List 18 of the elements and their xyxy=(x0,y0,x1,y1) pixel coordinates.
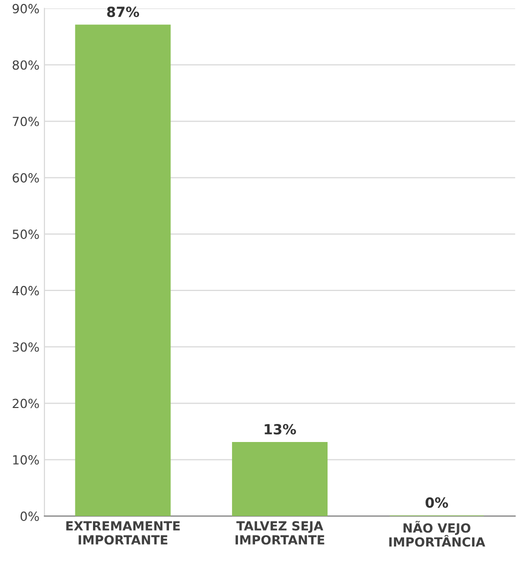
y-tick-label: 90% xyxy=(12,4,39,14)
x-tick-label: EXTREMAMENTE IMPORTANTE xyxy=(66,521,180,545)
x-tick-label: NÃO VEJO IMPORTÂNCIA xyxy=(389,520,486,547)
x-tick-label: TALVEZ SEJA IMPORTANTE xyxy=(236,521,324,545)
y-tick-label: 30% xyxy=(12,342,39,352)
y-tick-label: 10% xyxy=(13,455,39,465)
data-label: 87% xyxy=(107,6,140,18)
data-label: 0% xyxy=(426,497,448,508)
y-tick-label: 50% xyxy=(12,230,39,239)
data-label: 13% xyxy=(264,424,296,434)
y-tick-label: 0% xyxy=(20,512,39,521)
bar xyxy=(232,442,328,516)
y-tick-label: 60% xyxy=(12,173,39,183)
y-tick-label: 70% xyxy=(12,116,39,126)
y-tick-label: 40% xyxy=(12,286,39,296)
bar xyxy=(75,24,171,516)
y-tick-label: 20% xyxy=(12,398,39,408)
y-tick-label: 80% xyxy=(12,60,39,70)
